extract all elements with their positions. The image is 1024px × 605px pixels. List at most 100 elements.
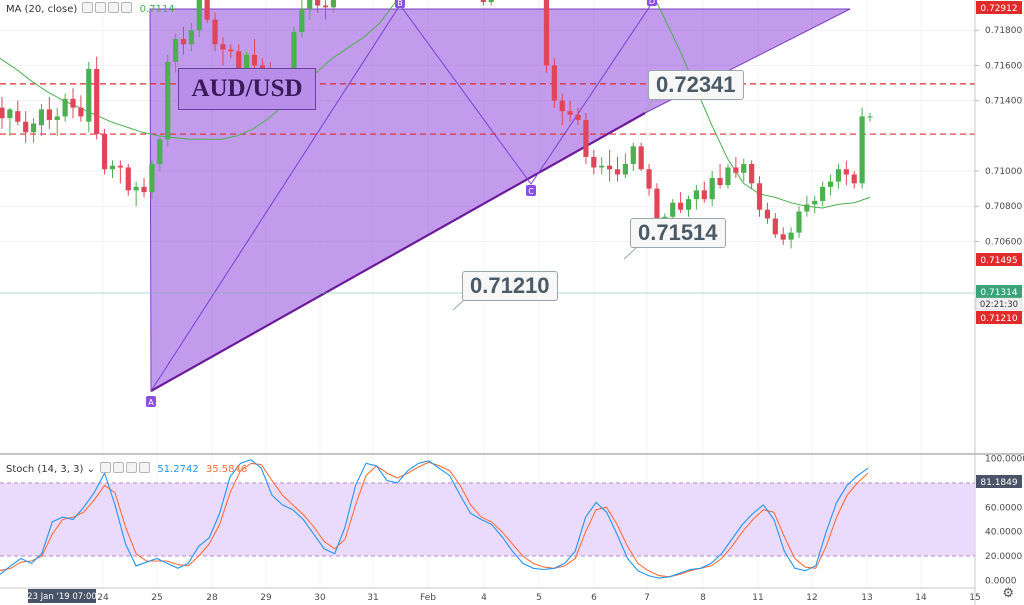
candle-body [709,178,715,200]
candle-body [204,0,210,20]
candle-body [157,139,163,164]
add-icon[interactable] [108,2,120,13]
candle-body [78,107,84,117]
candle-body [851,174,857,184]
svg-text:02:21:30: 02:21:30 [980,300,1018,310]
price-levels [0,83,975,135]
candle-body [638,146,644,170]
candle-body [678,202,684,210]
candle-body [315,0,321,6]
time-tick-label: 14 [915,593,927,603]
price-tick-label: 0.71800 [985,26,1022,36]
chart-title: AUD/USD [178,68,316,110]
close-icon[interactable] [139,462,151,473]
candle-body [54,116,60,120]
stoch-legend: Stoch (14, 3, 3) ⌄ 51.2742 35.5846 [6,462,247,475]
candle-body [575,114,581,120]
pattern-label-c: C [528,187,534,196]
candle-body [559,100,565,112]
candle-body [291,31,297,83]
time-tick-label: 28 [206,593,218,603]
candle-body [725,167,731,186]
callout-0-72341: 0.72341 [648,70,744,100]
pattern-label-bg [146,396,156,407]
candle-body [133,186,139,191]
eye-icon[interactable] [82,2,94,13]
candle-body [567,111,573,115]
badge-line-low: 0.71210 [976,311,1022,324]
chevron-down-icon[interactable]: ⌄ [86,464,95,475]
candle-body [733,167,739,173]
candle-body [86,68,92,122]
stoch-k-value: 51.2742 [157,464,199,475]
candle-body [614,169,621,175]
add-icon[interactable] [126,462,138,473]
time-axis-ticks: 24 25 28 29 30 31 Feb 4 5 6 7 8 11 12 13 14 15 [97,593,980,603]
candle-body [307,0,313,10]
badge-stoch-current: 81.1849 [976,475,1022,488]
stoch-legend-label: Stoch (14, 3, 3) [6,464,84,475]
candle-body [165,61,171,140]
candle-body [749,163,755,184]
svg-text:23 Jan '19 07:00: 23 Jan '19 07:00 [27,592,97,602]
candle-body [251,54,258,66]
candle-body [70,98,76,108]
time-tick-label: 12 [806,593,817,603]
candle-body [117,165,123,168]
svg-text:0.71495: 0.71495 [980,256,1017,266]
candle-body [220,44,226,50]
candle-body [38,109,45,126]
candle-body [141,186,147,193]
candle-body [551,65,557,101]
callout-0-71210: 0.71210 [462,271,558,301]
price-tick-label: 0.72000 [985,0,1022,1]
svg-text:0.72912: 0.72912 [980,4,1017,14]
price-tick-label: 0.70800 [985,202,1022,212]
candle-body [322,5,329,8]
pattern-label-bg [526,185,536,196]
time-tick-label: 4 [481,593,487,603]
candle-body [94,68,100,135]
candle-body [859,116,865,184]
svg-text:81.1849: 81.1849 [980,478,1017,488]
candle-body [654,188,660,228]
candle-body [820,186,826,201]
candle-body [788,232,794,240]
candle-body [717,178,723,186]
pattern-label-a: A [148,398,154,407]
pattern-labels: A B C D [146,0,657,407]
candle-body [741,163,747,173]
candle-body [488,0,494,3]
time-tick-label: 7 [644,593,650,603]
candle-body [299,9,305,32]
time-tick-label: 6 [591,593,597,603]
price-tick-label: 0.71400 [985,97,1022,107]
ma-legend-value: 0.7114 [139,4,175,15]
candle-body [480,0,486,3]
settings-icon[interactable] [95,2,107,13]
candle-body [330,0,337,8]
time-tick-label: 5 [536,593,542,603]
settings-icon[interactable] [113,462,125,473]
candle-body [670,202,676,217]
time-badge: 23 Jan '19 07:00 [27,589,97,603]
candle-body [599,165,605,168]
gear-icon[interactable]: ⚙ [1002,585,1014,600]
stoch-tick-label: 20.0000 [985,552,1022,562]
candle-body [62,98,68,117]
candle-body [646,169,652,189]
eye-icon[interactable] [100,462,112,473]
price-tick-label: 0.70600 [985,237,1022,247]
candle-body [173,39,179,62]
candle-body [180,39,187,45]
candle-body [228,49,234,52]
stoch-tick-label: 60.0000 [985,503,1022,513]
candle-body [101,134,108,170]
time-tick-label: Feb [420,593,436,603]
candle-body [0,107,5,119]
badge-line-high: 0.71495 [976,253,1022,266]
candle-body [693,190,699,200]
candle-body [607,165,613,170]
close-icon[interactable] [121,2,133,13]
